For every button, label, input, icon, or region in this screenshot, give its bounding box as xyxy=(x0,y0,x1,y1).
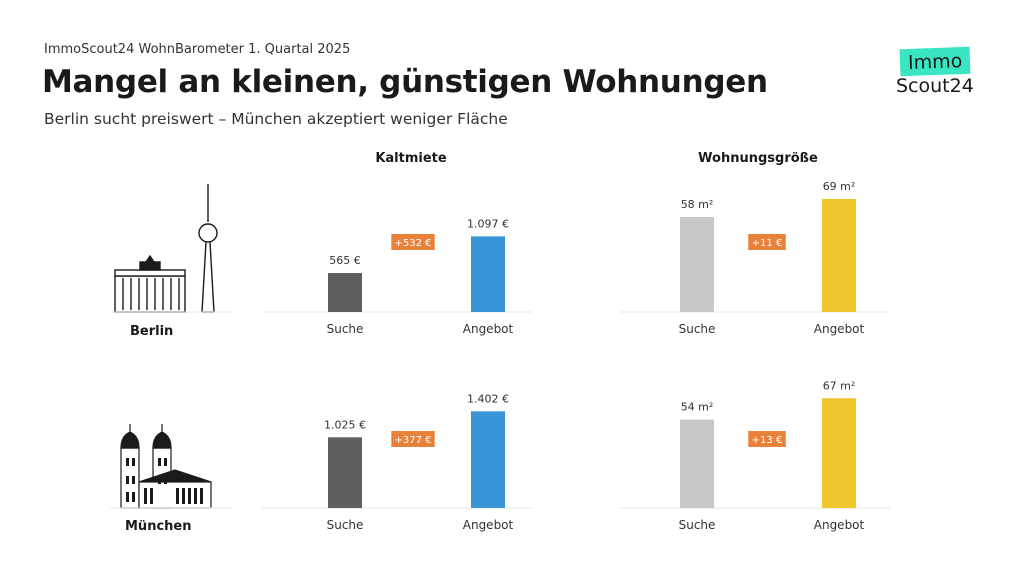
category-label: Angebot xyxy=(463,322,514,336)
bar-suche xyxy=(328,437,362,508)
difference-label: +13 € xyxy=(752,435,783,446)
difference-badge xyxy=(391,431,435,447)
bar-angebot xyxy=(471,411,505,508)
column-title-wohnungsgroesse: Wohnungsgröße xyxy=(698,151,818,166)
bar-suche xyxy=(328,273,362,312)
bar-value-label: 1.097 € xyxy=(467,217,509,230)
immoscout24-logo: Immo Scout24 xyxy=(896,46,984,104)
bar-value-label: 67 m² xyxy=(823,379,856,392)
difference-label: +377 € xyxy=(394,435,431,446)
city-label-muenchen: München xyxy=(125,519,192,534)
bar-angebot xyxy=(471,236,505,312)
bar-angebot xyxy=(822,199,856,312)
difference-label: +11 € xyxy=(752,238,783,249)
category-label: Suche xyxy=(679,322,716,336)
bar-value-label: 1.402 € xyxy=(467,392,509,405)
bar-suche xyxy=(680,419,714,508)
bar-angebot xyxy=(822,398,856,508)
bar-value-label: 565 € xyxy=(329,254,361,267)
bar-value-label: 54 m² xyxy=(681,401,714,414)
chart-subtitle: Berlin sucht preiswert – München akzepti… xyxy=(44,110,508,128)
category-label: Suche xyxy=(679,518,716,532)
category-label: Angebot xyxy=(814,518,865,532)
chart-title: Mangel an kleinen, günstigen Wohnungen xyxy=(42,64,768,100)
city-label-berlin: Berlin xyxy=(130,324,174,339)
logo-scout24-text: Scout24 xyxy=(896,75,974,97)
difference-badge xyxy=(748,234,786,250)
column-title-kaltmiete: Kaltmiete xyxy=(375,151,447,166)
bar-value-label: 58 m² xyxy=(681,198,714,211)
bar-value-label: 1.025 € xyxy=(324,418,366,431)
category-label: Angebot xyxy=(814,322,865,336)
difference-badge xyxy=(748,431,786,447)
difference-label: +532 € xyxy=(394,238,431,249)
category-label: Suche xyxy=(327,322,364,336)
bar-value-label: 69 m² xyxy=(823,180,856,193)
difference-badge xyxy=(391,234,435,250)
category-label: Angebot xyxy=(463,518,514,532)
chart-kicker: ImmoScout24 WohnBarometer 1. Quartal 202… xyxy=(44,42,351,57)
bar-suche xyxy=(680,217,714,312)
category-label: Suche xyxy=(327,518,364,532)
